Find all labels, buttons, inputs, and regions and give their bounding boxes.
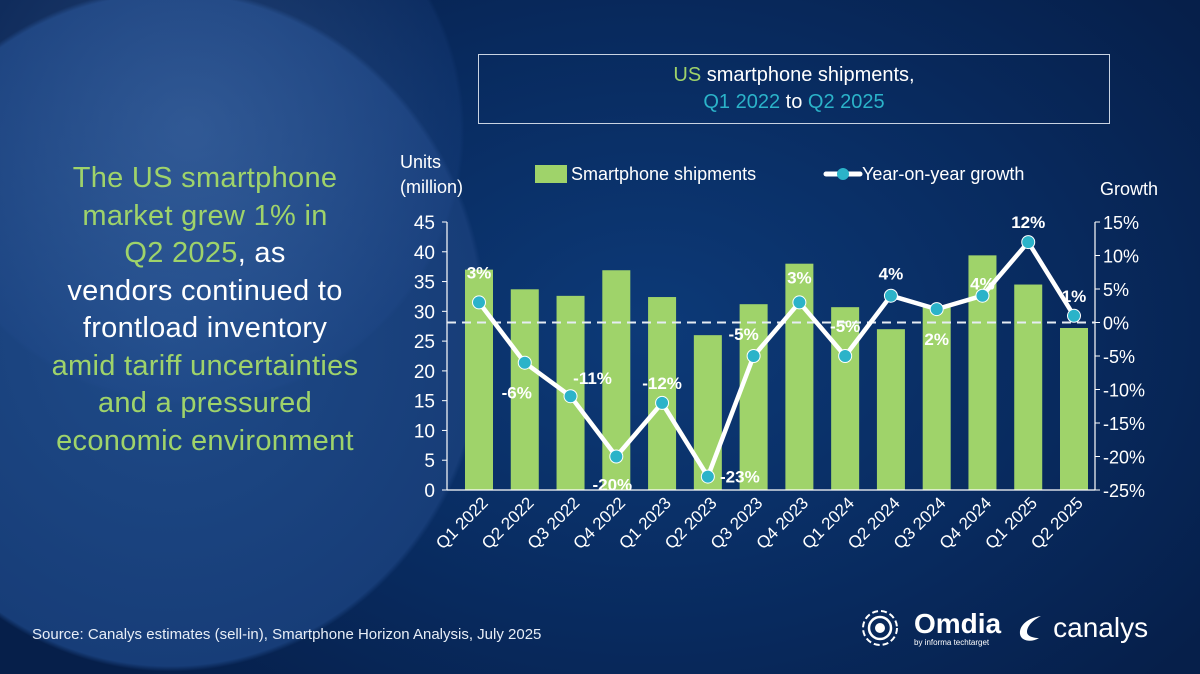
bar-q1-2023 xyxy=(648,297,677,490)
growth-marker xyxy=(563,389,578,404)
growth-data-label: -5% xyxy=(830,317,860,336)
growth-data-label: 4% xyxy=(970,275,995,294)
headline-line: The US smartphone xyxy=(72,162,338,194)
growth-marker xyxy=(975,288,990,303)
y-axis-label-left-1: Units xyxy=(400,152,441,172)
legend-bar-swatch xyxy=(535,165,567,183)
bar-q3-2024 xyxy=(922,305,951,490)
growth-data-label: 3% xyxy=(467,263,492,282)
y-tick-label-right: 5% xyxy=(1103,280,1129,300)
bar-q2-2024 xyxy=(876,329,905,490)
growth-marker xyxy=(746,349,761,363)
growth-data-label: 2% xyxy=(924,330,949,349)
y-axis-label-left-2: (million) xyxy=(400,177,463,197)
legend-label-growth: Year-on-year growth xyxy=(862,164,1024,184)
growth-marker xyxy=(1021,235,1036,250)
title-part: Q1 2022 xyxy=(703,91,781,113)
source-note: Source: Canalys estimates (sell-in), Sma… xyxy=(32,626,542,643)
headline-line: and a pressured xyxy=(97,387,313,419)
y-tick-label-left: 40 xyxy=(414,243,435,264)
y-tick-label-left: 25 xyxy=(414,332,435,353)
y-tick-label-left: 30 xyxy=(414,302,435,323)
y-tick-label-right: 10% xyxy=(1103,247,1139,267)
headline-line: frontload inventory xyxy=(82,312,328,344)
chart-title: US smartphone shipments, Q1 2022 to Q2 2… xyxy=(478,54,1110,124)
y-tick-label-right: 15% xyxy=(1103,213,1139,233)
growth-data-label: -20% xyxy=(592,476,632,495)
y-axis-label-right: Growth xyxy=(1100,179,1158,199)
bar-q1-2024 xyxy=(831,307,860,490)
headline-line: economic environment xyxy=(56,424,354,457)
growth-marker xyxy=(472,295,486,310)
growth-line xyxy=(477,239,1076,479)
growth-data-label: 12% xyxy=(1011,213,1045,232)
y-tick-label-left: 5 xyxy=(424,451,435,472)
growth-data-label: -11% xyxy=(573,369,612,388)
headline-highlight: Q2 2025 xyxy=(124,237,238,269)
growth-marker xyxy=(609,449,624,464)
title-part: US xyxy=(673,64,702,86)
growth-marker xyxy=(517,355,532,370)
growth-marker xyxy=(792,295,807,310)
y-tick-label-right: -5% xyxy=(1103,347,1135,367)
y-tick-label-left: 20 xyxy=(414,362,435,383)
bar-q2-2025 xyxy=(1060,328,1088,490)
legend: Smartphone shipments Year-on-year growth xyxy=(535,164,1024,184)
growth-marker xyxy=(883,288,898,303)
headline-line: vendors continued to xyxy=(67,274,343,307)
omdia-logo: Omdia by informa techtarget xyxy=(914,607,1002,647)
omdia-subtitle: by informa techtarget xyxy=(914,637,990,647)
y-tick-label-right: -25% xyxy=(1103,481,1145,501)
omdia-logo-icon xyxy=(862,610,898,646)
title-part: smartphone shipments, xyxy=(701,64,915,86)
growth-data-label: 1% xyxy=(1062,287,1087,306)
legend-marker-swatch xyxy=(837,168,849,180)
growth-marker xyxy=(1067,308,1081,323)
bar-q1-2025 xyxy=(1014,284,1043,490)
title-part: to xyxy=(780,91,808,113)
logos: Omdia by informa techtarget canalys xyxy=(860,608,1148,648)
growth-data-label: 4% xyxy=(879,265,904,284)
canalys-logo-icon xyxy=(1020,616,1042,641)
headline-line: Q2 2025, as xyxy=(20,235,390,273)
canalys-wordmark: canalys xyxy=(1053,612,1149,643)
y-tick-label-right: -15% xyxy=(1103,414,1145,434)
bar-q2-2023 xyxy=(693,335,722,490)
y-tick-label-right: 0% xyxy=(1103,314,1129,334)
y-tick-label-right: -20% xyxy=(1103,448,1145,468)
y-tick-label-left: 35 xyxy=(414,273,435,294)
headline-line: amid tariff uncertainties xyxy=(51,349,359,382)
growth-marker xyxy=(700,469,715,484)
growth-data-label: -6% xyxy=(502,384,532,403)
growth-marker xyxy=(838,349,853,363)
growth-marker xyxy=(929,302,944,317)
omdia-wordmark: Omdia xyxy=(914,607,1002,639)
legend-label-shipments: Smartphone shipments xyxy=(571,164,756,184)
y-tick-label-left: 45 xyxy=(414,213,435,234)
y-tick-label-left: 10 xyxy=(414,421,435,442)
y-tick-label-left: 0 xyxy=(424,481,435,502)
bar-q3-2023 xyxy=(739,304,768,490)
growth-data-label: -23% xyxy=(720,468,760,487)
y-tick-label-left: 15 xyxy=(414,392,435,413)
title-part: Q2 2025 xyxy=(807,91,885,113)
y-tick-label-right: -10% xyxy=(1103,381,1145,401)
growth-data-label: -12% xyxy=(642,374,682,393)
headline-line: market grew 1% in xyxy=(82,199,328,232)
growth-marker xyxy=(655,395,670,410)
growth-data-label: -5% xyxy=(728,325,758,344)
headline-text: , as xyxy=(237,237,286,269)
headline: The US smartphone market grew 1% in Q2 2… xyxy=(20,160,390,460)
growth-data-label: 3% xyxy=(787,268,812,287)
